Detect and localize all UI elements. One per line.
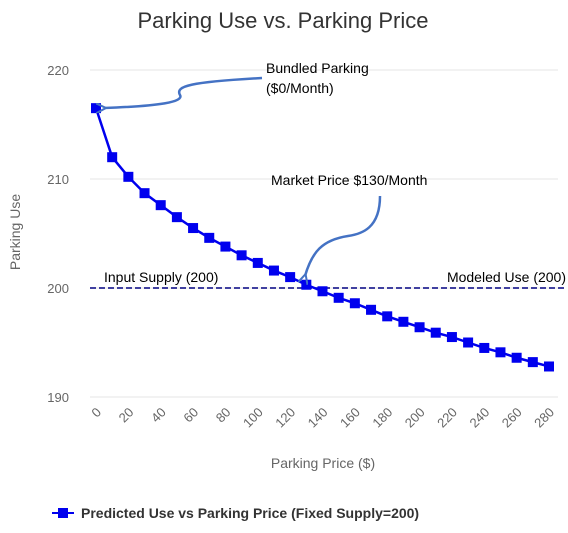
bundled-parking-label: Bundled Parking bbox=[266, 60, 369, 76]
data-point[interactable] bbox=[527, 357, 538, 368]
data-point[interactable] bbox=[171, 212, 182, 223]
x-tick-label: 160 bbox=[337, 405, 363, 431]
market-price-label: Market Price $130/Month bbox=[271, 172, 427, 188]
x-tick-label: 180 bbox=[369, 405, 395, 431]
data-point[interactable] bbox=[333, 292, 344, 303]
y-tick-label: 220 bbox=[47, 63, 69, 78]
x-tick-label: 260 bbox=[499, 405, 525, 431]
legend[interactable]: Predicted Use vs Parking Price (Fixed Su… bbox=[52, 505, 419, 521]
annotations: Bundled Parking ($0/Month) Market Price … bbox=[104, 60, 427, 276]
chart-title: Parking Use vs. Parking Price bbox=[138, 8, 429, 33]
data-point[interactable] bbox=[252, 257, 263, 268]
data-point[interactable] bbox=[236, 250, 247, 261]
series-line bbox=[94, 107, 550, 368]
x-tick-label: 80 bbox=[213, 405, 234, 426]
y-tick-label: 200 bbox=[47, 281, 69, 296]
data-point[interactable] bbox=[285, 272, 296, 283]
data-point[interactable] bbox=[188, 223, 199, 234]
x-tick-label: 140 bbox=[305, 405, 331, 431]
x-tick-label: 0 bbox=[88, 405, 104, 421]
data-point[interactable] bbox=[366, 304, 377, 315]
data-point[interactable] bbox=[220, 241, 231, 252]
x-tick-label: 100 bbox=[240, 405, 266, 431]
series-predicted-use bbox=[91, 103, 554, 372]
y-tick-label: 190 bbox=[47, 390, 69, 405]
data-point[interactable] bbox=[544, 361, 554, 372]
data-point[interactable] bbox=[398, 316, 409, 327]
modeled-use-label: Modeled Use (200) bbox=[447, 269, 566, 285]
x-axis-label: Parking Price ($) bbox=[271, 455, 375, 471]
y-axis-ticks: 190 200 210 220 bbox=[47, 63, 69, 405]
data-point[interactable] bbox=[382, 311, 393, 322]
data-point[interactable] bbox=[349, 298, 360, 309]
data-point[interactable] bbox=[107, 152, 118, 163]
data-point[interactable] bbox=[155, 200, 166, 211]
data-point[interactable] bbox=[204, 232, 215, 243]
data-point[interactable] bbox=[511, 352, 522, 363]
x-tick-label: 240 bbox=[466, 405, 492, 431]
data-point[interactable] bbox=[91, 103, 101, 114]
x-tick-label: 60 bbox=[180, 405, 201, 426]
legend-label: Predicted Use vs Parking Price (Fixed Su… bbox=[81, 505, 419, 521]
data-point[interactable] bbox=[463, 337, 474, 348]
market-price-arrow bbox=[305, 195, 382, 276]
data-point[interactable] bbox=[446, 332, 457, 343]
x-tick-label: 20 bbox=[116, 405, 137, 426]
data-point[interactable] bbox=[495, 347, 506, 358]
y-axis-label: Parking Use bbox=[7, 194, 23, 270]
bundled-parking-sublabel: ($0/Month) bbox=[266, 80, 334, 96]
data-point[interactable] bbox=[317, 286, 328, 297]
x-tick-label: 40 bbox=[148, 405, 169, 426]
y-tick-label: 210 bbox=[47, 172, 69, 187]
x-tick-label: 200 bbox=[402, 405, 428, 431]
x-tick-label: 220 bbox=[434, 405, 460, 431]
bundled-parking-arrow bbox=[104, 76, 263, 108]
data-point[interactable] bbox=[414, 322, 425, 333]
x-tick-label: 120 bbox=[272, 405, 298, 431]
x-axis-ticks: 0 20 40 60 80 100 120 140 160 180 200 220 240 260 280 bbox=[88, 405, 557, 431]
data-point[interactable] bbox=[301, 279, 312, 290]
data-point[interactable] bbox=[139, 188, 150, 199]
input-supply-label: Input Supply (200) bbox=[104, 269, 218, 285]
legend-marker bbox=[58, 508, 68, 518]
data-point[interactable] bbox=[430, 327, 441, 338]
data-point[interactable] bbox=[479, 342, 490, 353]
reference-line: Input Supply (200) Modeled Use (200) bbox=[90, 269, 566, 289]
data-point[interactable] bbox=[268, 265, 279, 276]
x-tick-label: 280 bbox=[531, 405, 557, 431]
data-point[interactable] bbox=[123, 171, 134, 182]
